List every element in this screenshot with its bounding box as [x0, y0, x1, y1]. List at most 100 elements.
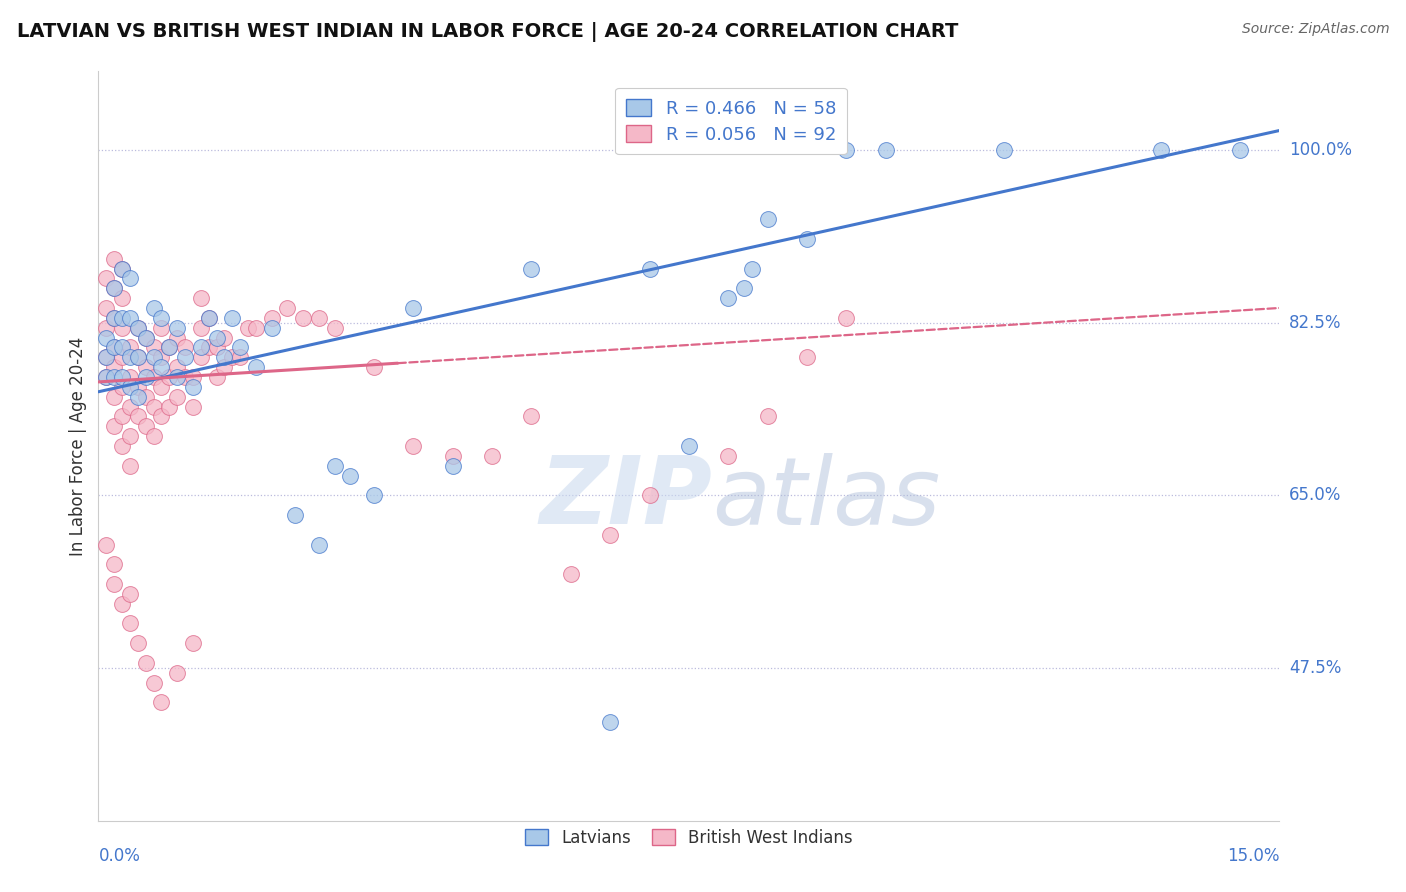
Point [875, 143, 897, 157]
Point [638, 488, 661, 502]
Point [560, 567, 582, 582]
Point [96, 351, 118, 365]
Point [103, 360, 125, 375]
Point [520, 261, 543, 276]
Point [520, 409, 543, 424]
Point [733, 281, 755, 295]
Point [127, 380, 149, 394]
Point [214, 351, 236, 365]
Point [103, 340, 125, 354]
Point [599, 714, 621, 729]
Point [111, 320, 134, 334]
Point [181, 380, 204, 394]
Point [96, 538, 118, 552]
Point [260, 310, 283, 325]
Point [481, 449, 503, 463]
Point [260, 320, 283, 334]
Point [157, 340, 180, 354]
Point [214, 330, 236, 344]
Point [402, 301, 425, 315]
Point [142, 675, 165, 690]
Point [118, 616, 141, 631]
Point [150, 380, 173, 394]
Point [96, 370, 118, 384]
Point [796, 351, 818, 365]
Point [236, 320, 259, 334]
Point [205, 330, 228, 344]
Point [214, 360, 236, 375]
Point [323, 458, 346, 473]
Point [135, 360, 157, 375]
Point [111, 261, 134, 276]
Text: 100.0%: 100.0% [1289, 141, 1353, 160]
Point [323, 320, 346, 334]
Point [835, 310, 858, 325]
Point [118, 429, 141, 443]
Point [157, 340, 180, 354]
Point [118, 380, 141, 394]
Point [190, 351, 212, 365]
Point [150, 310, 173, 325]
Point [135, 656, 157, 670]
Point [127, 409, 149, 424]
Point [197, 340, 219, 354]
Point [118, 587, 141, 601]
Point [135, 370, 157, 384]
Point [174, 340, 197, 354]
Point [111, 380, 134, 394]
Point [190, 340, 212, 354]
Point [150, 360, 173, 375]
Point [150, 409, 173, 424]
Point [181, 400, 204, 414]
Point [103, 310, 125, 325]
Point [118, 271, 141, 285]
Point [96, 330, 118, 344]
Point [111, 597, 134, 611]
Point [678, 439, 700, 453]
Text: ZIP: ZIP [540, 452, 713, 544]
Text: 47.5%: 47.5% [1289, 659, 1341, 677]
Point [142, 429, 165, 443]
Text: 65.0%: 65.0% [1289, 486, 1341, 504]
Point [103, 577, 125, 591]
Point [638, 261, 661, 276]
Point [166, 330, 188, 344]
Point [221, 351, 243, 365]
Point [363, 488, 385, 502]
Point [756, 212, 779, 227]
Point [993, 143, 1015, 157]
Point [142, 351, 165, 365]
Point [127, 390, 149, 404]
Point [135, 419, 157, 434]
Point [190, 320, 212, 334]
Point [150, 695, 173, 709]
Point [229, 340, 252, 354]
Point [181, 370, 204, 384]
Point [111, 310, 134, 325]
Point [103, 340, 125, 354]
Text: 15.0%: 15.0% [1227, 847, 1279, 865]
Point [1150, 143, 1173, 157]
Point [96, 370, 118, 384]
Point [166, 665, 188, 680]
Y-axis label: In Labor Force | Age 20-24: In Labor Force | Age 20-24 [69, 336, 87, 556]
Point [111, 291, 134, 305]
Point [111, 351, 134, 365]
Point [441, 449, 464, 463]
Point [150, 320, 173, 334]
Text: LATVIAN VS BRITISH WEST INDIAN IN LABOR FORCE | AGE 20-24 CORRELATION CHART: LATVIAN VS BRITISH WEST INDIAN IN LABOR … [17, 22, 959, 42]
Point [599, 527, 621, 541]
Point [229, 351, 252, 365]
Point [111, 439, 134, 453]
Point [118, 351, 141, 365]
Point [835, 143, 858, 157]
Point [96, 320, 118, 334]
Point [190, 291, 212, 305]
Point [166, 360, 188, 375]
Point [96, 301, 118, 315]
Point [96, 271, 118, 285]
Point [292, 310, 315, 325]
Point [127, 351, 149, 365]
Point [221, 310, 243, 325]
Point [166, 390, 188, 404]
